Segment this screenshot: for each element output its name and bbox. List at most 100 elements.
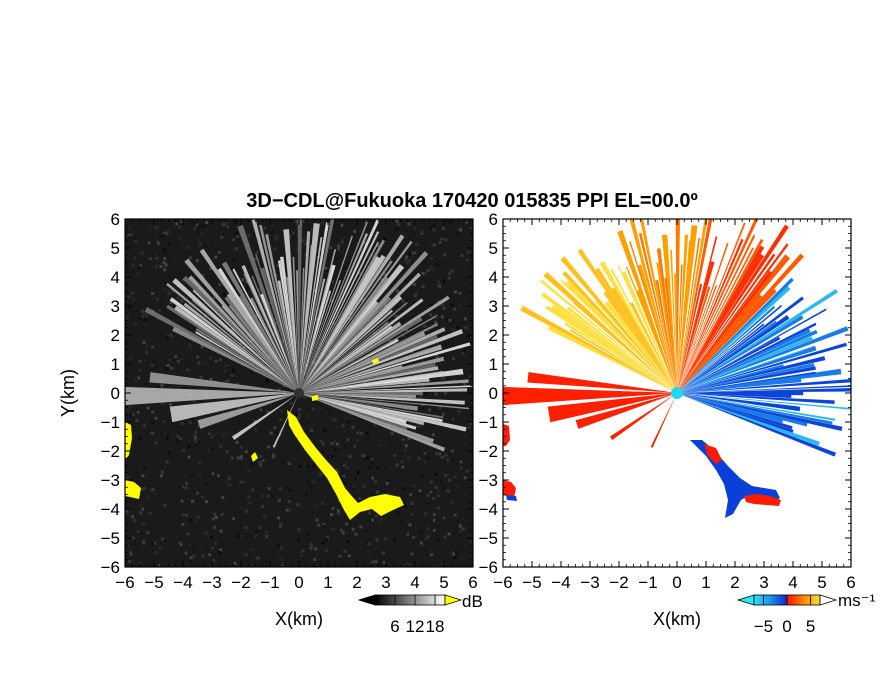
reflectivity-echo-ray xyxy=(299,231,380,393)
noise-speck xyxy=(254,534,258,538)
noise-speck xyxy=(157,564,161,567)
velocity-xtick-label: 4 xyxy=(788,573,797,592)
noise-speck xyxy=(193,433,197,437)
velocity-echo-ray xyxy=(610,268,677,393)
reflectivity-echo-ray xyxy=(299,251,429,393)
noise-speck xyxy=(331,507,335,510)
reflectivity-echo-ray xyxy=(299,393,418,411)
noise-speck xyxy=(401,465,405,469)
noise-speck xyxy=(162,420,166,424)
noise-speck xyxy=(440,306,444,310)
reflectivity-echo-ray xyxy=(299,393,465,405)
reflectivity-echo-ray xyxy=(299,393,443,423)
velocity-echo-ray xyxy=(677,393,801,412)
noise-speck xyxy=(195,230,199,234)
noise-speck xyxy=(435,355,439,359)
velocity-xtick-label: 1 xyxy=(701,573,710,592)
noise-speck xyxy=(436,489,440,493)
noise-speck xyxy=(440,315,444,319)
noise-speck xyxy=(298,413,302,417)
noise-speck xyxy=(295,553,299,557)
reflectivity-echo-ray xyxy=(296,270,299,393)
reflectivity-echo-ray xyxy=(299,231,311,393)
reflectivity-xtick-label: −5 xyxy=(144,573,163,592)
noise-speck xyxy=(384,537,387,541)
noise-speck xyxy=(325,548,329,552)
reflectivity-echo-ray xyxy=(299,393,467,432)
noise-speck xyxy=(323,275,327,279)
noise-speck xyxy=(392,375,396,379)
noise-speck xyxy=(410,512,414,516)
noise-speck xyxy=(316,362,319,366)
noise-speck xyxy=(151,410,155,414)
noise-speck xyxy=(266,410,270,414)
velocity-ytick-label: 1 xyxy=(489,355,498,374)
noise-speck xyxy=(325,257,329,261)
noise-speck xyxy=(244,468,248,472)
noise-speck xyxy=(151,292,154,295)
noise-speck xyxy=(269,508,273,512)
noise-speck xyxy=(150,542,154,546)
noise-speck xyxy=(180,299,184,303)
reflectivity-echo-ray xyxy=(299,329,464,393)
reflectivity-axes: −6 −5 −4 −3 −2 −1 0 1 2 3 4 5 6 6 5 4 3 2 1 0 −1 −2 −3 −4 −5 −6 xyxy=(101,210,478,592)
noise-speck xyxy=(282,429,286,432)
noise-speck xyxy=(157,241,160,245)
noise-speck xyxy=(270,495,274,499)
noise-speck xyxy=(176,435,180,438)
noise-speck xyxy=(332,466,336,470)
reflectivity-colorbar-bar xyxy=(374,594,446,606)
reflectivity-echo-ray xyxy=(299,393,413,407)
noise-speck xyxy=(453,307,457,311)
noise-speck xyxy=(439,480,443,484)
noise-speck xyxy=(179,476,183,480)
noise-speck xyxy=(440,455,444,459)
noise-speck xyxy=(432,513,436,517)
noise-speck xyxy=(171,289,175,293)
noise-speck xyxy=(388,339,392,343)
noise-speck xyxy=(263,455,267,459)
velocity-echo-ray xyxy=(677,393,835,404)
noise-speck xyxy=(436,282,440,286)
noise-speck xyxy=(460,254,464,257)
noise-speck xyxy=(281,226,284,230)
velocity-echo-rays xyxy=(503,219,851,457)
noise-speck xyxy=(458,291,462,295)
noise-speck xyxy=(288,508,292,512)
noise-speck xyxy=(239,342,243,346)
noise-speck xyxy=(453,475,457,479)
noise-speck xyxy=(137,364,141,368)
reflectivity-echo-ray xyxy=(299,244,314,393)
noise-speck xyxy=(432,496,436,500)
noise-speck xyxy=(352,437,356,441)
noise-speck xyxy=(209,536,213,539)
velocity-echo-ray xyxy=(677,322,817,393)
noise-speck xyxy=(140,434,144,438)
noise-speck xyxy=(160,384,164,387)
velocity-xtick-label: −2 xyxy=(609,573,628,592)
velocity-echo-ray xyxy=(677,336,781,393)
noise-speck xyxy=(257,227,261,231)
noise-speck xyxy=(163,288,167,291)
reflectivity-xtick-label: 1 xyxy=(323,573,332,592)
noise-speck xyxy=(430,257,434,261)
noise-speck xyxy=(166,364,170,367)
velocity-echo-ray xyxy=(677,253,804,393)
noise-speck xyxy=(423,451,427,455)
noise-speck xyxy=(407,456,411,460)
noise-speck xyxy=(421,403,425,407)
noise-speck xyxy=(234,232,238,235)
noise-speck xyxy=(271,230,275,234)
noise-speck xyxy=(311,361,315,365)
clutter-southeast xyxy=(287,410,404,520)
noise-speck xyxy=(205,500,209,504)
noise-speck xyxy=(170,366,174,370)
noise-speck xyxy=(155,256,159,260)
noise-speck xyxy=(315,518,319,522)
velocity-echo-ray xyxy=(611,287,677,393)
velocity-echo-ray xyxy=(629,241,677,393)
noise-speck xyxy=(459,529,463,533)
noise-speck xyxy=(321,442,325,446)
reflectivity-echo-ray xyxy=(299,331,426,393)
noise-speck xyxy=(410,502,414,505)
